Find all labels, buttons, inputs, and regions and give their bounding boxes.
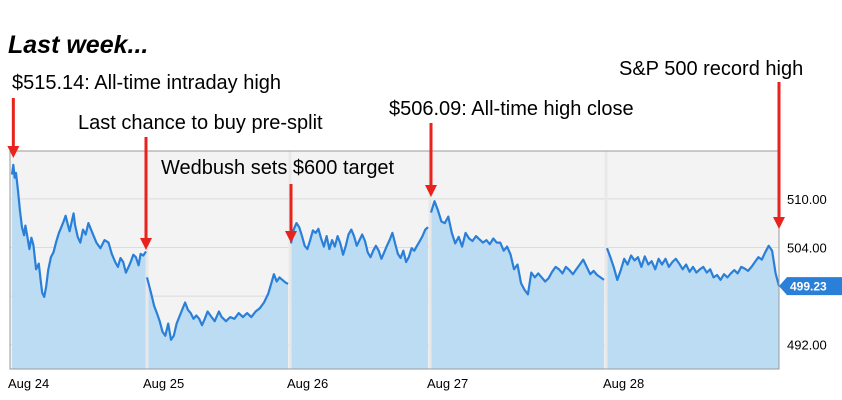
y-tick-label: 510.00 bbox=[787, 192, 827, 207]
line-segment-4 bbox=[429, 200, 605, 296]
x-tick-label: Aug 24 bbox=[8, 376, 49, 391]
chart-heading: Last week... bbox=[8, 31, 148, 59]
y-tick-label: 504.00 bbox=[787, 240, 827, 255]
annotation-label: S&P 500 record high bbox=[619, 58, 803, 80]
area-segment-3 bbox=[291, 223, 428, 369]
price-line bbox=[10, 163, 781, 341]
annotation-label: Wedbush sets $600 target bbox=[161, 157, 395, 179]
last-price-badge-shape bbox=[779, 277, 842, 296]
annotation-arrowhead bbox=[7, 146, 20, 158]
x-tick-label: Aug 28 bbox=[603, 376, 644, 391]
annotation-arrowhead bbox=[773, 217, 785, 229]
last-price-label: 499.23 bbox=[790, 280, 827, 294]
area-segment-1 bbox=[12, 164, 146, 369]
annotations: $515.14: All-time intraday high Last chan… bbox=[7, 58, 803, 250]
annotation-label: $515.14: All-time intraday high bbox=[12, 72, 281, 94]
y-tick-label: 492.00 bbox=[787, 338, 827, 353]
x-tick-label: Aug 27 bbox=[427, 376, 468, 391]
annotation-arrowhead bbox=[285, 231, 297, 243]
x-tick-label: Aug 26 bbox=[287, 376, 328, 391]
area-segment-5 bbox=[607, 245, 779, 369]
last-price-badge: 499.23 bbox=[779, 277, 842, 296]
plot-border bbox=[9, 150, 780, 370]
x-tick-label: Aug 25 bbox=[143, 376, 184, 391]
line-segment-2 bbox=[145, 273, 289, 341]
line-segment-5 bbox=[605, 244, 781, 287]
x-axis-ticks: Aug 24 Aug 25 Aug 26 Aug 27 Aug 28 bbox=[8, 376, 644, 391]
line-segment-3 bbox=[289, 222, 429, 264]
line-segment-1 bbox=[10, 163, 147, 298]
annotation-label: $506.09: All-time high close bbox=[389, 98, 634, 120]
annotation-arrowhead bbox=[140, 238, 152, 250]
y-axis-ticks: 510.00 504.00 492.00 bbox=[787, 192, 827, 353]
area-segment-2 bbox=[147, 274, 288, 369]
price-area bbox=[12, 164, 779, 369]
annotation-label: Last chance to buy pre-split bbox=[78, 112, 323, 134]
annotation-arrowhead bbox=[425, 185, 437, 197]
area-segment-4 bbox=[431, 201, 604, 369]
